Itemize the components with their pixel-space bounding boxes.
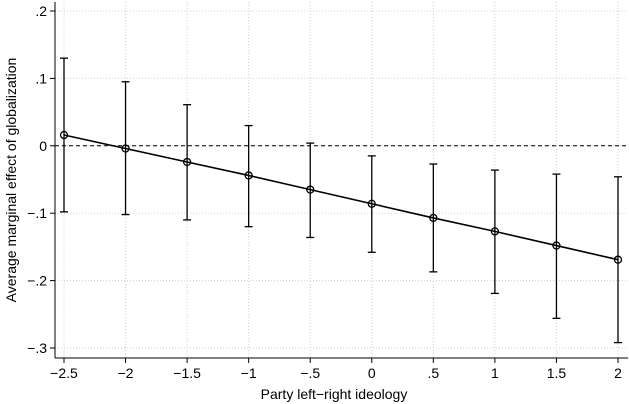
y-axis-label: Average marginal effect of globalization [3, 58, 19, 303]
x-tick-label: 1 [491, 365, 499, 381]
y-tick-label: .1 [35, 70, 47, 86]
y-tick-label: −.3 [27, 340, 47, 356]
point [367, 199, 376, 208]
y-tick-label: 0 [39, 138, 47, 154]
y-tick-label: −.1 [27, 205, 47, 221]
point [306, 185, 315, 194]
point [244, 171, 253, 180]
x-tick-label: −2.5 [50, 365, 78, 381]
line [63, 134, 619, 261]
x-tick-label: 2 [614, 365, 622, 381]
point [182, 157, 192, 167]
point [552, 241, 561, 250]
y-tick-label: .2 [35, 3, 47, 19]
x-tick-label: 0 [368, 365, 376, 381]
y-tick-label: −.2 [27, 273, 47, 289]
x-tick-label: −1.5 [173, 365, 201, 381]
x-tick-label: −2 [118, 365, 134, 381]
x-tick-label: −1 [241, 365, 257, 381]
point [613, 255, 623, 264]
x-axis-label: Party left−right ideology [261, 386, 408, 402]
point [429, 213, 438, 223]
point [490, 227, 500, 236]
point [59, 130, 69, 140]
x-tick-label: .5 [427, 365, 439, 381]
x-tick-label: −.5 [300, 365, 320, 381]
point [121, 144, 130, 153]
x-tick-label: 1.5 [547, 365, 567, 381]
